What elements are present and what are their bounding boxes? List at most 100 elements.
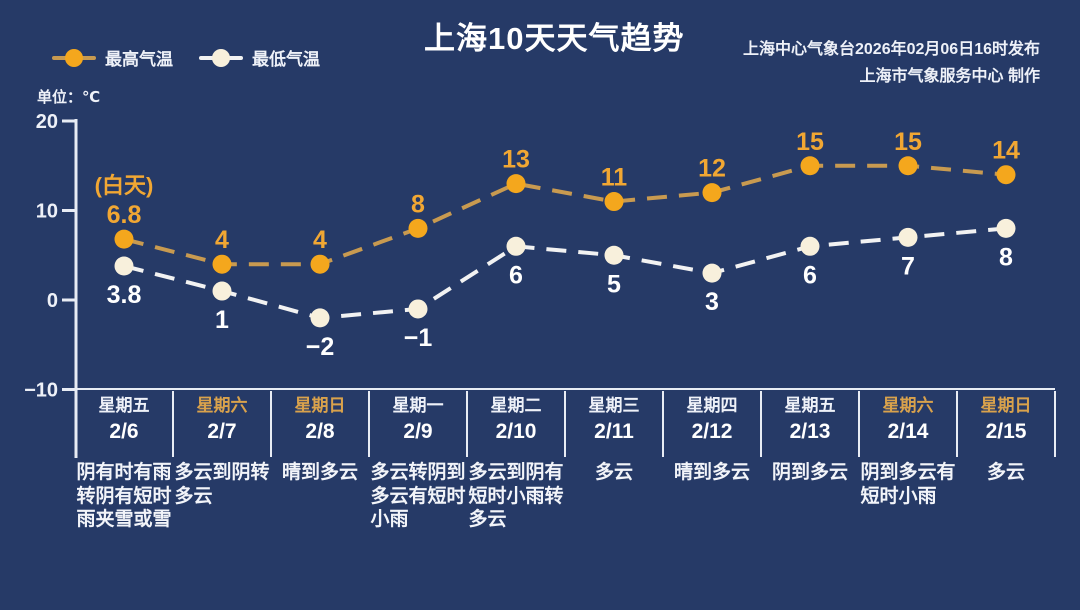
weather-text: 多云到阴有 短时小雨转 多云 <box>468 462 564 530</box>
low-temp-value: 3.8 <box>107 281 142 309</box>
day-week-label: 星期五 <box>98 396 150 415</box>
day-week-label: 星期三 <box>588 396 640 415</box>
day-cell: 星期一 2/9 <box>369 396 467 444</box>
high-temp-legend-icon <box>52 48 96 67</box>
day-date-label: 2/11 <box>594 420 634 443</box>
day-week-label: 星期五 <box>784 396 836 415</box>
low-temp-value: −1 <box>404 324 433 352</box>
weather-cell: 多云转阴到 多云有短时 小雨 <box>369 461 467 532</box>
weather-text: 晴到多云 <box>673 462 750 483</box>
weather-text: 晴到多云 <box>281 462 358 483</box>
day-cell: 星期六 2/7 <box>173 396 271 444</box>
legend-label-high: 最高气温 <box>105 50 173 69</box>
day-week-label: 星期二 <box>490 396 542 415</box>
high-temp-value: 11 <box>601 164 628 192</box>
day-date-label: 2/15 <box>985 420 1027 443</box>
low-temp-point <box>702 263 722 283</box>
low-temp-point <box>408 299 428 319</box>
weather-description-row: 阴有时有雨 转阴有短时 雨夹雪或雪 多云到阴转 多云 晴到多云 多云转阴到 多云有短时… <box>75 461 1055 532</box>
low-temp-value: 6 <box>803 261 817 289</box>
low-temp-value: 7 <box>901 252 915 280</box>
day-cell: 星期日 2/15 <box>957 396 1055 444</box>
weather-cell: 多云 <box>565 461 663 532</box>
high-temp-point <box>800 156 820 176</box>
low-temp-value: 5 <box>607 270 621 298</box>
high-temp-point <box>114 229 134 249</box>
high-temp-value: 4 <box>215 226 229 254</box>
day-date-label: 2/8 <box>305 420 335 443</box>
high-temp-value: 6.8 <box>107 201 142 229</box>
day-cell: 星期三 2/11 <box>565 396 663 444</box>
high-temp-point <box>702 183 722 203</box>
low-temp-point <box>506 236 526 256</box>
day-cell: 星期二 2/10 <box>467 396 565 444</box>
y-tick-label: 0 <box>47 290 58 312</box>
day-cell: 星期日 2/8 <box>271 396 369 444</box>
day-date-label: 2/13 <box>789 420 831 443</box>
low-temp-point <box>310 308 330 328</box>
high-temp-point <box>604 192 624 212</box>
high-temp-point <box>212 254 232 274</box>
y-tick-label: −10 <box>24 380 58 402</box>
low-temp-value: 8 <box>999 243 1013 271</box>
weather-cell: 阴到多云 <box>761 461 859 532</box>
low-temp-line <box>123 226 1007 320</box>
weather-text: 多云 <box>594 462 633 483</box>
legend-item-high: 最高气温 <box>52 45 173 70</box>
weather-text: 多云 <box>986 462 1025 483</box>
high-temp-value: 13 <box>502 146 530 174</box>
y-tick-label: 20 <box>36 111 58 133</box>
day-week-label: 星期日 <box>980 396 1032 415</box>
y-tick-label: 10 <box>36 201 58 223</box>
day-week-label: 星期六 <box>196 396 248 415</box>
weather-text: 多云转阴到 多云有短时 小雨 <box>370 462 466 530</box>
low-temp-point <box>212 281 232 301</box>
weather-cell: 阴有时有雨 转阴有短时 雨夹雪或雪 <box>75 461 173 532</box>
day-week-label: 星期四 <box>686 396 738 415</box>
low-temp-value: −2 <box>306 333 335 361</box>
high-temp-value: 4 <box>313 226 327 254</box>
day-cell: 星期四 2/12 <box>663 396 761 444</box>
day-week-label: 星期一 <box>392 396 444 415</box>
low-temp-value: 1 <box>215 306 229 334</box>
high-temp-point <box>996 165 1016 185</box>
page-title: 上海10天天气趋势 <box>424 21 685 56</box>
day-cell: 星期六 2/14 <box>859 396 957 444</box>
daytime-label: (白天) <box>95 173 154 198</box>
weather-cell: 多云 <box>957 461 1055 532</box>
unit-label: 单位：℃ <box>37 89 101 106</box>
day-date-label: 2/9 <box>403 420 433 443</box>
low-temp-legend-icon <box>199 48 243 67</box>
day-date-label: 2/6 <box>109 420 139 443</box>
low-temp-point <box>114 256 134 276</box>
day-date-label: 2/12 <box>691 420 733 443</box>
high-temp-value: 15 <box>894 128 922 156</box>
high-temp-value: 15 <box>796 128 824 156</box>
weather-cell: 阴到多云有 短时小雨 <box>859 461 957 532</box>
high-temp-value: 12 <box>698 155 726 183</box>
high-temp-point <box>898 156 918 176</box>
day-cell: 星期五 2/13 <box>761 396 859 444</box>
high-temp-point <box>408 218 428 238</box>
low-temp-point <box>898 227 918 247</box>
low-temp-value: 6 <box>509 261 523 289</box>
day-date-label: 2/14 <box>887 420 929 443</box>
weather-text: 阴有时有雨 转阴有短时 雨夹雪或雪 <box>76 462 172 530</box>
weather-cell: 晴到多云 <box>663 461 761 532</box>
weather-text: 多云到阴转 多云 <box>174 462 270 507</box>
weather-text: 阴到多云有 短时小雨 <box>860 462 956 507</box>
attribution: 上海中心气象台2026年02月06日16时发布 上海市气象服务中心 制作 <box>743 36 1040 90</box>
chart-legend: 最高气温 最低气温 <box>52 45 320 70</box>
high-temp-value: 14 <box>992 137 1020 165</box>
high-temp-value: 8 <box>411 190 425 218</box>
legend-label-low: 最低气温 <box>252 50 320 69</box>
weather-cell: 多云到阴有 短时小雨转 多云 <box>467 461 565 532</box>
high-temp-line <box>123 163 1007 267</box>
day-cell: 星期五 2/6 <box>75 396 173 444</box>
weather-cell: 晴到多云 <box>271 461 369 532</box>
day-week-label: 星期六 <box>882 396 934 415</box>
high-temp-point <box>310 254 330 274</box>
day-date-label: 2/7 <box>207 420 237 443</box>
